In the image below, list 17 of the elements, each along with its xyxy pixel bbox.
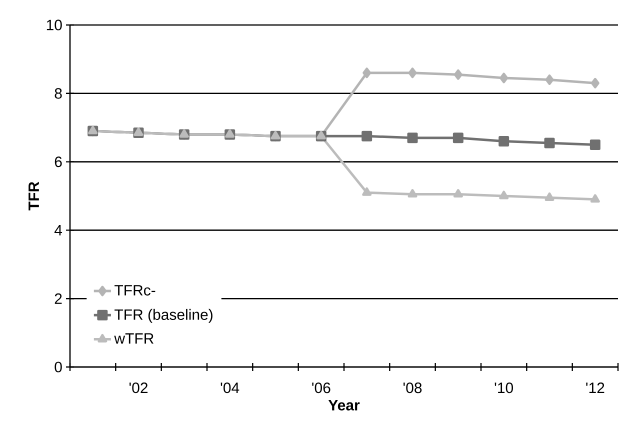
y-tick-label: 0	[54, 362, 62, 372]
legend-label: TFRc-	[114, 285, 156, 296]
y-tick-label: 10	[46, 20, 62, 30]
legend-label: wTFR	[114, 333, 154, 344]
x-tick-label: '08	[403, 382, 422, 394]
x-tick-label: '10	[494, 382, 514, 394]
y-tick-label: 2	[54, 293, 62, 304]
y-tick-label: 8	[54, 88, 62, 99]
y-axis-title: TFR	[28, 182, 39, 210]
legend-label: TFR (baseline)	[114, 308, 212, 323]
x-tick-label: '02	[129, 382, 148, 394]
x-axis-title: Year	[328, 400, 360, 410]
x-tick-label: '06	[312, 382, 330, 394]
y-tick-label: 6	[54, 156, 62, 168]
x-tick-label: '12	[586, 382, 604, 394]
y-tick-label: 4	[54, 225, 62, 236]
x-tick-label: '04	[220, 382, 240, 394]
